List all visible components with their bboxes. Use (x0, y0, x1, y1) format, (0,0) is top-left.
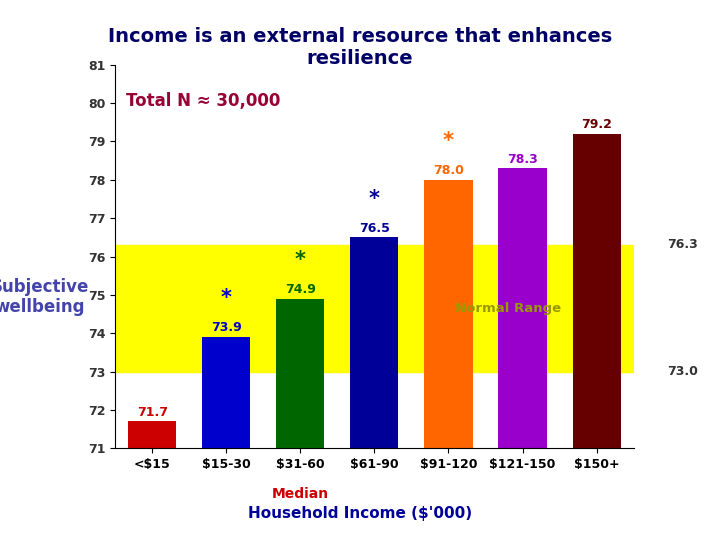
Text: Subjective
wellbeing: Subjective wellbeing (0, 278, 89, 316)
Text: *: * (369, 188, 380, 208)
Text: 78.3: 78.3 (507, 153, 538, 166)
Text: Total N ≈ 30,000: Total N ≈ 30,000 (125, 92, 280, 110)
Bar (128, 421, 176, 448)
Bar (351, 237, 398, 448)
Text: 78.0: 78.0 (433, 164, 464, 177)
Bar (572, 134, 621, 448)
Text: 73.0: 73.0 (667, 365, 698, 378)
Bar (498, 168, 546, 448)
Text: *: * (295, 250, 306, 270)
Text: 79.2: 79.2 (581, 118, 612, 131)
Bar (115, 245, 634, 372)
Bar (202, 337, 251, 448)
Text: Normal Range: Normal Range (454, 302, 561, 315)
Bar (424, 180, 472, 448)
Text: 76.5: 76.5 (359, 221, 390, 235)
Text: Household Income ($'000): Household Income ($'000) (248, 506, 472, 521)
Text: *: * (221, 288, 232, 308)
Text: Income is an external resource that enhances
resilience: Income is an external resource that enha… (108, 27, 612, 68)
Bar (276, 299, 325, 448)
Text: 74.9: 74.9 (285, 283, 316, 296)
Text: 73.9: 73.9 (211, 321, 242, 334)
Text: Median: Median (271, 487, 329, 501)
Text: *: * (443, 131, 454, 151)
Text: 76.3: 76.3 (667, 239, 698, 252)
Text: 71.7: 71.7 (137, 406, 168, 419)
